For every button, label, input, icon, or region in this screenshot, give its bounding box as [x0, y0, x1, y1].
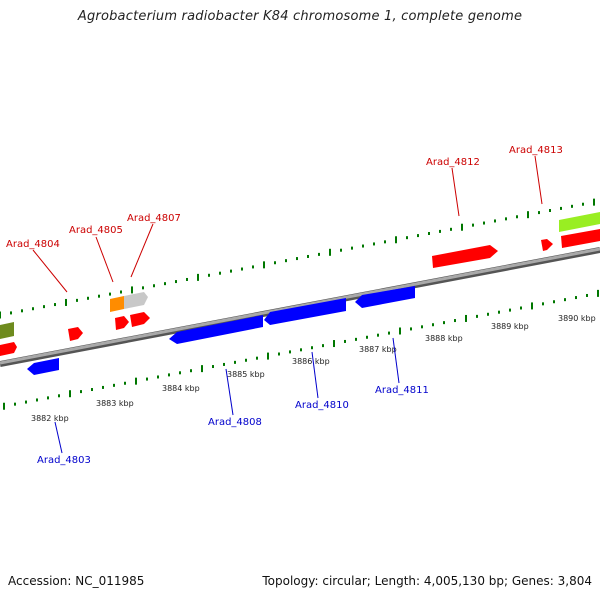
feature-orange[interactable]: [110, 296, 124, 312]
gene-arad-4812-shape[interactable]: [432, 245, 498, 268]
reverse-strand-features: [27, 286, 415, 375]
scale-label: 3884 kbp: [162, 384, 200, 393]
scale-label: 3886 kbp: [292, 357, 330, 366]
scale-labels: 3882 kbp 3883 kbp 3884 kbp 3885 kbp 3886 kbp…: [31, 314, 596, 423]
gene-label-arad-4812[interactable]: Arad_4812: [426, 157, 480, 168]
gene-arad-4805-shape[interactable]: [115, 316, 129, 330]
gene-arad-4811-shape[interactable]: [355, 286, 415, 308]
forward-strand-features: [0, 212, 600, 356]
gene-arad-4808-shape[interactable]: [169, 315, 263, 344]
feature-olive[interactable]: [0, 322, 14, 339]
scale-label: 3885 kbp: [227, 370, 265, 379]
scale-label: 3889 kbp: [491, 322, 529, 331]
gene-label-arad-4813[interactable]: Arad_4813: [509, 145, 563, 156]
scale-label: 3887 kbp: [359, 345, 397, 354]
scale-label: 3888 kbp: [425, 334, 463, 343]
scale-label: 3890 kbp: [558, 314, 596, 323]
gene-label-arad-4810[interactable]: Arad_4810: [295, 400, 349, 411]
gene-arad-4804-shape[interactable]: [68, 327, 83, 341]
accession-text: Accession: NC_011985: [8, 574, 145, 588]
lower-tick-track: [3, 289, 599, 410]
gene-label-arad-4808[interactable]: Arad_4808: [208, 417, 262, 428]
topology-summary: Topology: circular; Length: 4,005,130 bp…: [262, 574, 592, 588]
gene-arad-4810-shape[interactable]: [264, 298, 346, 325]
gene-arad-4803-shape[interactable]: [27, 358, 59, 375]
feature-lime[interactable]: [559, 212, 600, 232]
upper-tick-track: [0, 198, 595, 319]
scale-label: 3882 kbp: [31, 414, 69, 423]
label-leaders: [32, 155, 543, 454]
gene-label-arad-4803[interactable]: Arad_4803: [37, 455, 91, 466]
feature-red-right[interactable]: [561, 229, 600, 248]
genome-title: Agrobacterium radiobacter K84 chromosome…: [77, 9, 523, 24]
gene-arad-4807-shape[interactable]: [130, 312, 150, 327]
gene-label-arad-4811[interactable]: Arad_4811: [375, 385, 429, 396]
gene-label-arad-4804[interactable]: Arad_4804: [6, 239, 60, 250]
gene-label-arad-4805[interactable]: Arad_4805: [69, 225, 123, 236]
scale-label: 3883 kbp: [96, 399, 134, 408]
feature-gray[interactable]: [124, 292, 148, 309]
feature-red-left[interactable]: [0, 342, 17, 356]
gene-label-arad-4807[interactable]: Arad_4807: [127, 213, 181, 224]
gene-arad-4813-shape[interactable]: [541, 239, 553, 251]
